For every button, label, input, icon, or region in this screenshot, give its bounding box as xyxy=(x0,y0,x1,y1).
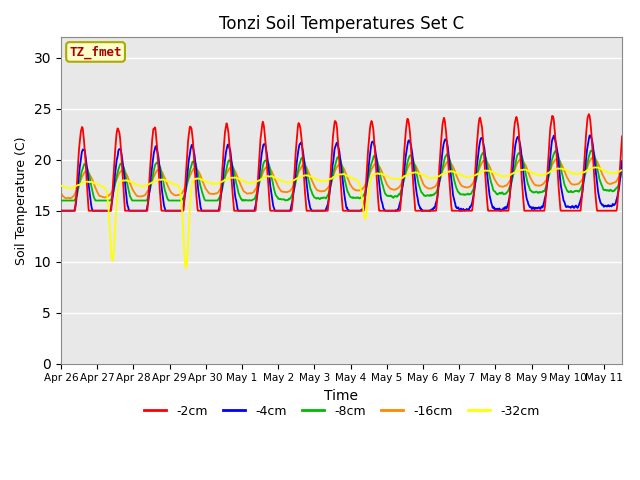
Y-axis label: Soil Temperature (C): Soil Temperature (C) xyxy=(15,136,28,265)
Title: Tonzi Soil Temperatures Set C: Tonzi Soil Temperatures Set C xyxy=(219,15,464,33)
Text: TZ_fmet: TZ_fmet xyxy=(69,45,122,59)
Legend: -2cm, -4cm, -8cm, -16cm, -32cm: -2cm, -4cm, -8cm, -16cm, -32cm xyxy=(138,400,545,423)
X-axis label: Time: Time xyxy=(324,389,358,403)
